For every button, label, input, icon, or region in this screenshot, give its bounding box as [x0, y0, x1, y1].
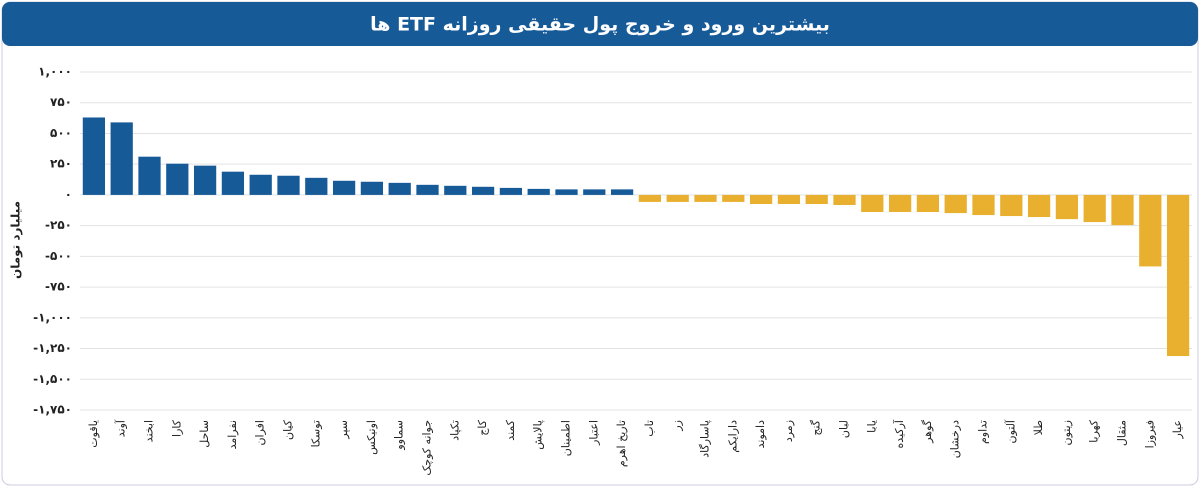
x-tick-label: طلا: [1032, 420, 1045, 436]
bar: [1111, 194, 1134, 226]
x-tick-label: آرکیده: [892, 419, 906, 448]
bar: [332, 180, 356, 195]
y-tick-label: -۵۰۰: [45, 249, 72, 263]
bar: [388, 182, 411, 195]
bar: [777, 194, 801, 205]
bar: [471, 186, 495, 195]
x-tick-label: توسکا: [309, 420, 322, 447]
x-tick-label: اوتیکس: [365, 420, 378, 455]
bar: [583, 189, 606, 195]
x-tick-label: تداوم: [977, 420, 990, 444]
bar: [1139, 194, 1162, 267]
bar: [861, 194, 884, 212]
bar: [249, 174, 272, 195]
bar: [1166, 194, 1190, 357]
bar: [527, 188, 550, 195]
bar: [166, 163, 189, 195]
x-tick-label: مثقال: [1116, 420, 1129, 446]
x-tick-label: درخشان: [949, 420, 962, 458]
bar: [610, 189, 634, 195]
x-tick-label: اعتبار: [587, 420, 600, 446]
x-tick-label: سماوو: [393, 420, 406, 451]
x-tick-label: کمند: [504, 419, 517, 440]
bar: [1055, 194, 1079, 220]
x-tick-label: گنج: [810, 419, 823, 435]
x-tick-label: کاج: [476, 419, 489, 435]
bar: [944, 194, 967, 214]
bar: [444, 185, 467, 195]
bar: [1000, 194, 1023, 217]
bar: [749, 194, 773, 205]
y-tick-label: -۱,۲۵۰: [33, 341, 72, 355]
bar: [416, 184, 439, 195]
bar: [193, 165, 217, 195]
bar: [694, 194, 717, 202]
x-tick-label: دارایکم: [726, 420, 739, 453]
bar: [833, 194, 856, 205]
bar: [972, 194, 995, 216]
x-tick-label: عیار: [1171, 420, 1184, 440]
x-tick-label: کیان: [282, 419, 295, 440]
x-tick-label: زمرد: [782, 420, 795, 442]
x-tick-label: آوند: [114, 419, 128, 437]
y-tick-label: ۷۵۰: [50, 95, 72, 109]
y-tick-label: ۲۵۰: [50, 157, 72, 171]
bar: [805, 194, 828, 205]
y-tick-label: -۲۵۰: [45, 218, 72, 232]
y-tick-label: ۰: [65, 187, 72, 201]
bar: [666, 194, 689, 202]
x-tick-label: زر: [671, 420, 684, 432]
bar: [888, 194, 912, 212]
y-tick-label: ۵۰۰: [50, 126, 72, 140]
bar: [221, 171, 245, 195]
x-tick-label: گوهر: [921, 419, 934, 444]
x-tick-label: ساحل: [198, 420, 211, 448]
y-tick-label: -۷۵۰: [45, 280, 72, 294]
x-tick-label: پالایش: [532, 420, 545, 450]
x-tick-label: آلتون: [1003, 419, 1017, 443]
chart-title: بیشترین ورود و خروج پول حقیقی روزانه ETF…: [370, 14, 830, 36]
bar: [916, 194, 940, 212]
bar: [1027, 194, 1051, 218]
bar: [638, 194, 662, 202]
x-tick-label: فیروزا: [1143, 420, 1156, 448]
y-tick-label: -۱,۰۰۰: [33, 310, 72, 324]
x-tick-label: یاقوت: [87, 420, 100, 448]
bar: [1083, 194, 1106, 223]
header-bar: [2, 2, 1198, 46]
y-tick-label: -۱,۷۵۰: [33, 403, 72, 417]
x-tick-label: لبان: [838, 420, 851, 438]
x-tick-label: جوانه کوچک: [421, 420, 434, 476]
x-tick-label: پاسارگاد: [699, 420, 712, 458]
x-tick-label: سپر: [337, 420, 350, 440]
bar: [555, 189, 578, 195]
x-tick-label: یابا: [865, 420, 878, 433]
bar: [360, 181, 384, 195]
bar: [82, 117, 106, 195]
x-tick-label: ابخند: [143, 420, 156, 442]
x-tick-label: زیتون: [1060, 420, 1073, 445]
x-tick-label: کارا: [170, 419, 183, 437]
x-tick-label: اطمینان: [560, 420, 573, 456]
bar: [277, 175, 300, 195]
x-tick-label: کهربا: [1088, 419, 1101, 443]
bar: [722, 194, 745, 202]
y-axis-label: میلیارد تومان: [9, 201, 24, 279]
bar: [305, 177, 328, 195]
bar: [110, 122, 133, 195]
bar: [499, 187, 523, 195]
x-tick-label: تاریخ اهرم: [615, 420, 628, 467]
x-tick-label: افران: [254, 420, 267, 446]
x-tick-label: نفرامد: [226, 420, 239, 449]
x-tick-label: تکپاد: [448, 420, 461, 441]
x-tick-label: داموند: [754, 420, 767, 448]
y-tick-label: -۱,۵۰۰: [33, 372, 72, 386]
y-tick-label: ۱,۰۰۰: [38, 65, 72, 79]
x-tick-label: تاب: [643, 420, 656, 437]
bar: [138, 156, 161, 195]
